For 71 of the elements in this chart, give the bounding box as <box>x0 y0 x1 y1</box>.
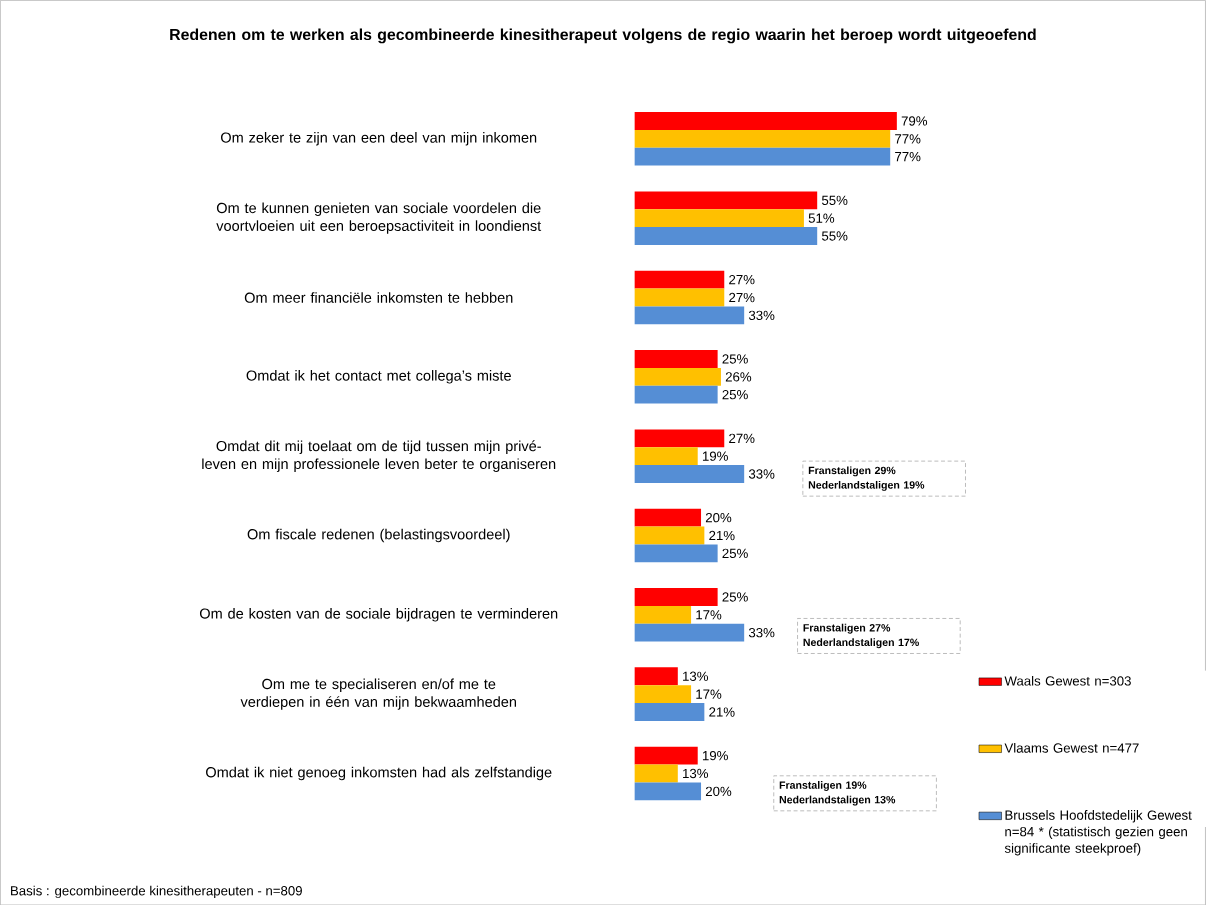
annotation: Franstaligen 19% Nederlandstaligen 13% <box>779 780 896 806</box>
data-label: 51% <box>808 213 835 223</box>
bar <box>634 702 705 721</box>
data-label: 25% <box>722 592 748 602</box>
bar <box>634 667 678 686</box>
bar <box>634 429 725 448</box>
bar <box>634 270 725 289</box>
annotation: Franstaligen 29% Nederlandstaligen 19% <box>808 466 925 491</box>
y-tick-label: Om fiscale redenen (belastingsvoordeel) <box>247 528 510 543</box>
data-label: 27% <box>729 433 755 443</box>
y-tick-label: Om meer financiële inkomsten te hebben <box>244 291 513 303</box>
bar <box>634 605 692 624</box>
bar <box>634 544 718 563</box>
chart-title: Redenen om te werken als gecombineerde kinesitherapeut volgens de regio waarin het beroep wordt uitgeoefend <box>170 28 1036 44</box>
data-label: 19% <box>702 451 728 461</box>
bar <box>634 191 818 210</box>
data-label: 21% <box>709 707 735 717</box>
bar <box>634 526 705 545</box>
data-label: 55% <box>821 195 848 205</box>
text: Basis : gecombineerde kinesitherapeuten - n=809 <box>11 885 302 898</box>
legend-label: Waals Gewest n=303 <box>1004 675 1131 686</box>
data-label: 33% <box>748 627 775 638</box>
y-tick-label: Om me te specialiseren en/of me te verdiepen in één van mijn bekwaamheden <box>240 678 516 710</box>
data-label: 21% <box>709 530 735 540</box>
data-label: 13% <box>683 671 709 681</box>
data-label: 33% <box>748 310 775 320</box>
bar <box>634 464 745 483</box>
bar <box>634 147 891 166</box>
data-label: 25% <box>722 389 748 400</box>
data-label: 17% <box>696 689 722 699</box>
bar <box>634 587 718 606</box>
bar <box>634 385 718 404</box>
data-label: 27% <box>729 274 755 285</box>
data-label: 25% <box>722 548 748 558</box>
data-label: 20% <box>705 512 732 523</box>
bar <box>634 623 745 642</box>
data-label: 55% <box>821 231 848 241</box>
bar <box>634 111 897 130</box>
bar <box>634 746 698 765</box>
bar <box>634 508 702 527</box>
data-label: 79% <box>901 116 928 126</box>
y-tick-label: Omdat dit mij toelaat om de tijd tussen mijn privé-leven en mijn professionele leven beter te organiseren <box>202 440 556 472</box>
data-label: 17% <box>696 609 722 620</box>
bar <box>634 685 692 703</box>
bar <box>634 764 678 783</box>
bar <box>634 367 721 386</box>
bar <box>634 129 891 148</box>
bar <box>634 306 745 325</box>
data-label: 27% <box>729 292 755 302</box>
bar <box>634 447 698 465</box>
legend-label: Brussels Hoofdstedelijk Gewest n=84 * (statistisch gezien geen significante steekproef) <box>1004 809 1192 856</box>
y-tick-label: Om de kosten van de sociale bijdragen te verminderen <box>199 607 558 622</box>
data-label: 26% <box>725 371 752 382</box>
y-tick-label: Omdat ik niet genoeg inkomsten had als zelfstandige <box>206 766 552 781</box>
bar <box>634 209 804 227</box>
data-label: 20% <box>705 786 732 796</box>
data-label: 25% <box>722 354 748 364</box>
annotation: Franstaligen 27% Nederlandstaligen 17% <box>803 623 919 649</box>
y-tick-label: Om zeker te zijn van een deel van mijn inkomen <box>221 131 537 146</box>
bar <box>634 226 818 245</box>
bar <box>634 782 702 801</box>
data-label: 77% <box>895 134 921 144</box>
bar <box>634 288 725 307</box>
data-label: 33% <box>748 469 775 479</box>
y-tick-label: Omdat ik het contact met collega’s miste <box>246 369 511 384</box>
data-label: 77% <box>895 151 921 162</box>
bar <box>634 349 718 368</box>
data-label: 19% <box>702 750 728 761</box>
legend-label: Vlaams Gewest n=477 <box>1004 742 1139 753</box>
y-tick-label: Om te kunnen genieten van sociale voordelen die voortvloeien uit een beroepsactiviteit in loondienst <box>216 202 542 234</box>
data-label: 13% <box>683 768 709 778</box>
